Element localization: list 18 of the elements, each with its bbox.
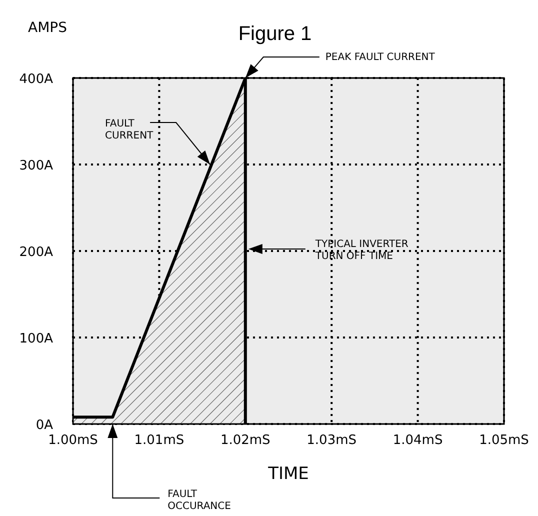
y-tick-label: 300A [19, 158, 54, 174]
x-tick-label: 1.00mS [48, 433, 98, 448]
y-tick-label: 100A [19, 332, 54, 346]
annotation: FAULT OCCURANCE [168, 489, 231, 512]
x-tick-label: 1.01mS [134, 433, 184, 448]
x-tick-label: 1.05mS [479, 433, 529, 448]
x-axis-title: TIME [267, 464, 309, 484]
x-tick-label: 1.02mS [220, 433, 270, 448]
y-tick-label: 200A [19, 245, 54, 260]
y-tick-label: 400A [19, 72, 54, 87]
x-tick-label: 1.03mS [306, 433, 357, 448]
ref-line-label: TYPICAL INVERTER TURN OFF TIME [314, 239, 408, 262]
annotation: FAULT CURRENT [105, 118, 154, 142]
y-axis-title: AMPS [28, 20, 68, 36]
chart-title: Figure 1 [238, 23, 312, 45]
annotation: PEAK FAULT CURRENT [325, 52, 436, 63]
x-tick-label: 1.04mS [392, 433, 443, 448]
y-tick-label: 0A [36, 418, 54, 433]
